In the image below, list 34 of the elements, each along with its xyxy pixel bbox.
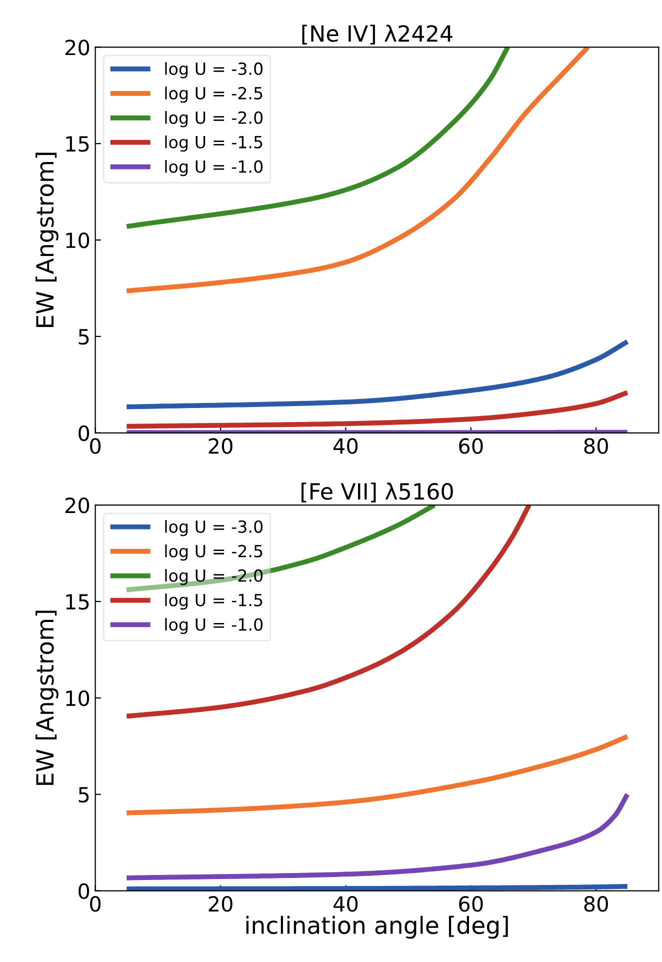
x-tick-label: 80: [584, 896, 608, 912]
y-axis-title: EW [Angstrom]: [36, 610, 58, 785]
legend-label: log U = -1.5: [165, 593, 262, 610]
legend-label: log U = -2.0: [165, 111, 263, 128]
y-tick-label: 10: [66, 232, 90, 248]
x-tick-label: 80: [584, 438, 608, 454]
x-tick-label: 20: [208, 896, 232, 912]
y-tick-label: 0: [78, 883, 90, 900]
legend-label: log U = -1.0: [165, 160, 263, 176]
legend-label: log U = -1.5: [165, 136, 262, 152]
y-axis-title: EW [Angstrom]: [36, 152, 58, 327]
y-tick-label: 5: [78, 787, 89, 803]
y-tick-label: 20: [65, 40, 90, 56]
y-tick-label: 20: [65, 498, 90, 514]
legend-label: log U = -2.5: [165, 86, 262, 103]
x-tick-label: 0: [90, 438, 101, 454]
y-tick-label: 0: [78, 425, 90, 442]
legend-label: log U = -3.0: [165, 520, 263, 536]
x-tick-label: 0: [90, 896, 101, 912]
chart-title: [Ne IV] λ2424: [302, 24, 452, 45]
y-tick-label: 15: [66, 136, 89, 152]
x-axis-title: inclination angle [deg]: [246, 916, 508, 939]
legend-label: log U = -2.5: [165, 544, 262, 561]
chart-title: [Fe VII] λ5160: [302, 482, 453, 502]
legend-label: log U = -3.0: [165, 62, 263, 78]
x-tick-label: 60: [459, 438, 483, 454]
x-tick-label: 20: [208, 438, 232, 454]
y-tick-label: 15: [66, 594, 89, 610]
x-tick-label: 60: [459, 896, 483, 912]
y-tick-label: 10: [66, 690, 90, 706]
legend-label: log U = -1.0: [165, 618, 263, 634]
y-tick-label: 5: [78, 329, 89, 345]
x-tick-label: 40: [333, 438, 358, 454]
x-tick-label: 40: [333, 896, 358, 912]
